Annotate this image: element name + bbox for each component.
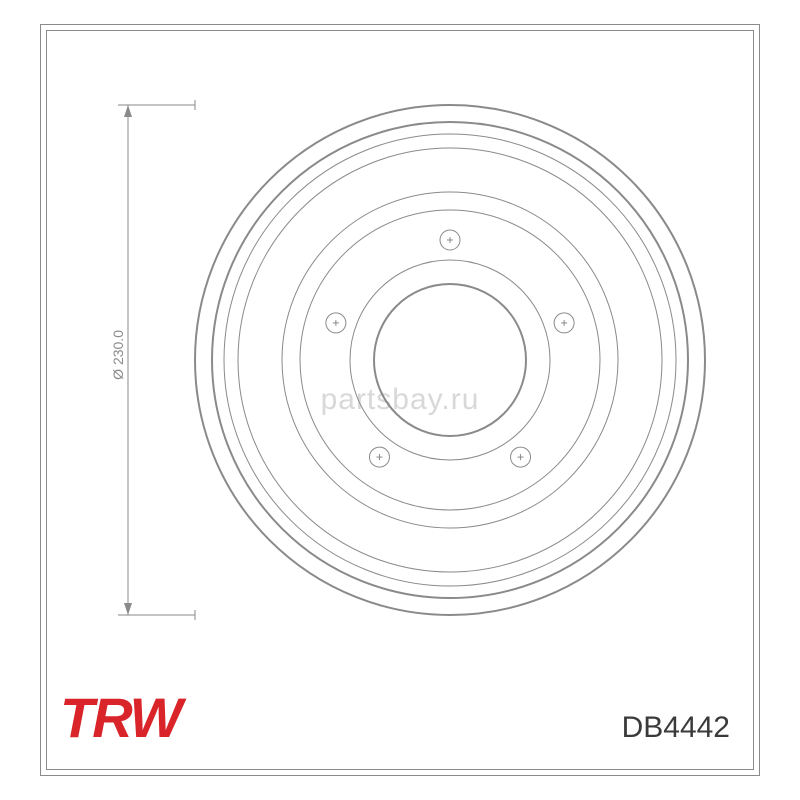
brake-drum-diagram (0, 0, 800, 800)
diameter-dimension-label: Ø 230.0 (110, 330, 126, 380)
part-number: DB4442 (622, 711, 730, 745)
brand-logo: TRW (60, 685, 181, 750)
canvas: partsbay.ru Ø 230.0 TRW DB4442 (0, 0, 800, 800)
